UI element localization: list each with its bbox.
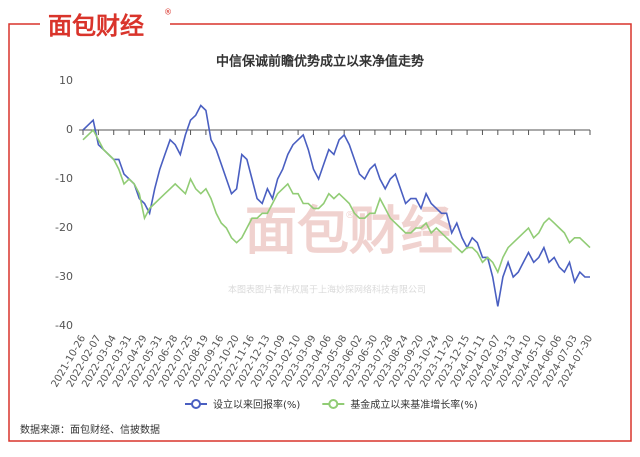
logo-mark: ® <box>164 8 172 17</box>
y-tick-label: -20 <box>55 221 73 234</box>
watermark: 面包财经 ® 本图表图片著作权属于上海妙探网络科技有限公司 <box>228 202 453 296</box>
series-line <box>82 104 590 307</box>
y-tick-label: -30 <box>55 270 73 283</box>
y-tick-label: 10 <box>59 74 73 87</box>
y-tick-label: -40 <box>55 319 73 332</box>
y-tick-label: 0 <box>66 123 73 136</box>
watermark-mark: ® <box>345 210 355 221</box>
logo-bg <box>40 10 170 40</box>
legend-marker <box>328 399 339 409</box>
series-line <box>82 128 591 275</box>
legend-label: 基金成立以来基准增长率(%) <box>350 398 477 411</box>
watermark-logo: 面包财经 <box>245 202 453 262</box>
logo: 面包财经 <box>48 12 144 40</box>
watermark-text: 本图表图片著作权属于上海妙探网络科技有限公司 <box>228 284 426 296</box>
source: 数据来源：面包财经、信披数据 <box>20 423 160 436</box>
y-tick-label: -10 <box>55 172 73 185</box>
legend-marker <box>191 399 201 409</box>
legend-label: 设立以来回报率(%) <box>213 398 300 411</box>
frame <box>8 23 632 442</box>
chart-title: 中信保诚前瞻优势成立以来净值走势 <box>216 54 424 70</box>
